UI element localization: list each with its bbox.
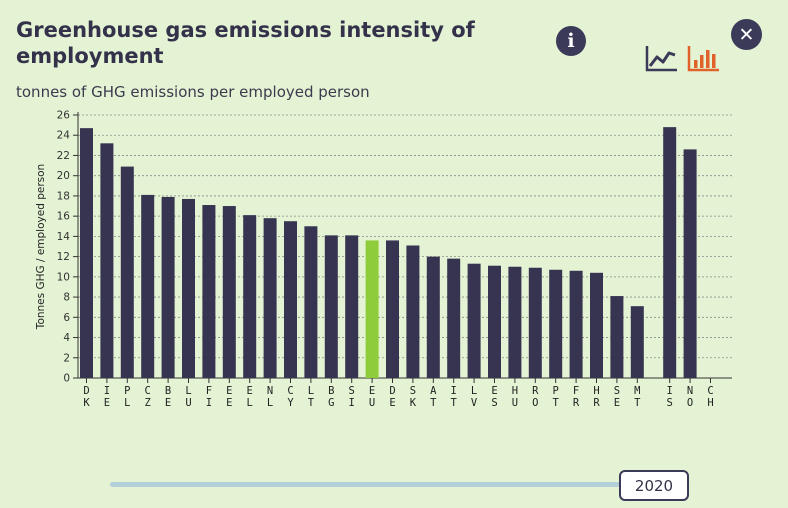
- line-chart-button[interactable]: [645, 44, 679, 72]
- bar-no: [683, 149, 697, 378]
- bar-fr: [569, 270, 583, 378]
- bar-lv: [467, 263, 481, 378]
- bar-cz: [141, 194, 155, 378]
- bar-ro: [528, 267, 542, 378]
- bar-bg: [324, 235, 338, 378]
- bar-be: [161, 196, 175, 378]
- bar-mt: [630, 306, 644, 378]
- y-tick-label: 20: [57, 170, 70, 182]
- y-axis-label: Tonnes GHG / employed person: [35, 164, 47, 330]
- y-tick-label: 2: [63, 352, 70, 364]
- y-tick-label: 4: [63, 332, 70, 344]
- close-icon: ✕: [738, 23, 755, 46]
- bar-is: [663, 127, 677, 378]
- year-slider-handle[interactable]: 2020: [619, 470, 689, 501]
- y-tick-label: 6: [63, 312, 70, 324]
- y-tick-label: 14: [57, 231, 71, 243]
- bar-cy: [284, 221, 297, 378]
- bar-se: [610, 296, 624, 378]
- bar-sk: [406, 245, 420, 378]
- y-tick-label: 18: [57, 190, 70, 202]
- y-tick-label: 8: [63, 292, 70, 304]
- info-icon: i: [567, 30, 575, 52]
- info-button[interactable]: i: [556, 26, 586, 56]
- year-slider-track[interactable]: [110, 482, 625, 487]
- bar-chart-icon: [687, 46, 719, 72]
- bar-pl: [120, 166, 134, 378]
- bar-ie: [100, 143, 114, 378]
- bar-el: [243, 215, 257, 378]
- chart-title: Greenhouse gas emissions intensity of em…: [16, 18, 475, 68]
- bar-nl: [263, 218, 277, 378]
- line-chart-icon: [645, 46, 677, 72]
- bar-dk: [80, 128, 93, 378]
- y-tick-label: 24: [57, 130, 71, 142]
- bar-lu: [182, 198, 195, 378]
- chart-subtitle: tonnes of GHG emissions per employed per…: [16, 83, 370, 101]
- bar-hu: [508, 266, 522, 378]
- bar-ee: [222, 206, 236, 378]
- bar-hr: [590, 272, 603, 378]
- bar-de: [386, 240, 399, 378]
- bar-chart-button[interactable]: [687, 44, 721, 72]
- y-tick-label: 26: [57, 110, 71, 122]
- bar-it: [447, 258, 461, 378]
- y-tick-label: 16: [57, 211, 71, 223]
- bar-lt: [304, 226, 318, 378]
- bar-fi: [202, 205, 216, 378]
- close-button[interactable]: ✕: [731, 19, 762, 50]
- y-tick-label: 0: [63, 373, 70, 385]
- bar-eu: [365, 240, 379, 378]
- year-label: 2020: [634, 476, 674, 495]
- y-tick-label: 12: [57, 251, 70, 263]
- y-tick-label: 22: [57, 150, 70, 162]
- bar-si: [345, 235, 359, 378]
- bar-at: [426, 256, 440, 378]
- bar-es: [488, 265, 501, 378]
- y-tick-label: 10: [57, 271, 70, 283]
- bar-pt: [549, 269, 563, 378]
